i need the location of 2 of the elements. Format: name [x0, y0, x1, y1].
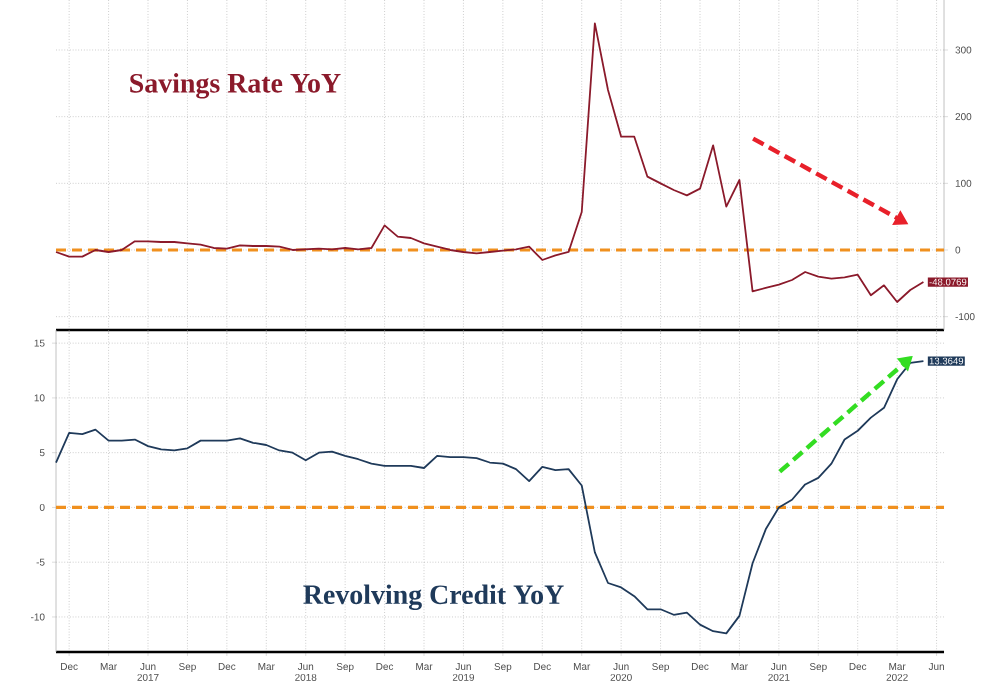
text: Savings Rate YoY [130, 73, 341, 99]
text: Revolving Credit YoY [303, 584, 564, 611]
